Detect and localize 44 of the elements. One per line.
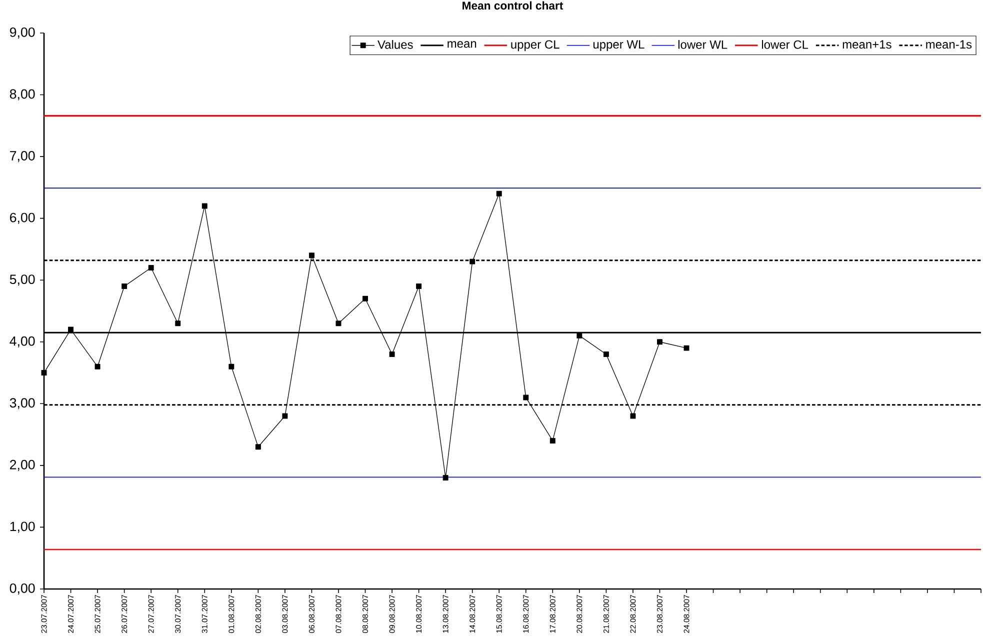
legend-label: lower CL	[762, 40, 808, 49]
point	[684, 345, 690, 351]
point	[496, 190, 502, 196]
legend-label: lower WL	[678, 40, 728, 49]
point	[228, 364, 234, 370]
y-tick-label: 5,00	[10, 274, 35, 286]
y-tick-label: 2,00	[10, 460, 35, 471]
point	[470, 258, 476, 264]
point	[550, 438, 556, 444]
point	[255, 444, 261, 450]
point	[416, 284, 422, 290]
point	[94, 364, 100, 370]
legend-label: upper CL	[511, 40, 560, 52]
point	[282, 413, 288, 419]
point	[41, 370, 47, 376]
point	[308, 252, 314, 258]
y-tick-label: 3,00	[10, 398, 35, 410]
point	[630, 413, 636, 419]
point	[175, 320, 181, 326]
chart-title: Mean control chart	[462, 1, 564, 10]
y-tick-label: 1,00	[10, 522, 35, 533]
point	[603, 352, 609, 357]
point	[523, 394, 529, 400]
point	[362, 296, 368, 302]
point	[576, 332, 582, 338]
point	[202, 203, 208, 209]
point	[148, 265, 154, 270]
point	[122, 284, 128, 290]
legend-label: mean	[448, 41, 476, 48]
y-tick-label: 9,00	[10, 27, 35, 39]
point	[336, 320, 342, 326]
point	[657, 339, 662, 345]
legend-label: upper WL	[593, 40, 644, 52]
point	[442, 475, 448, 481]
y-tick-label: 4,00	[10, 336, 35, 348]
legend-label: Values	[378, 40, 413, 49]
y-tick-label: 6,00	[10, 212, 35, 224]
y-tick-label: 7,00	[10, 151, 35, 162]
y-tick-label: 0,00	[10, 583, 35, 595]
legend-label: mean-1s	[926, 40, 972, 49]
point	[68, 326, 74, 332]
y-tick-label: 8,00	[10, 89, 35, 100]
point	[389, 352, 395, 357]
legend-label: mean+1s	[842, 40, 892, 49]
